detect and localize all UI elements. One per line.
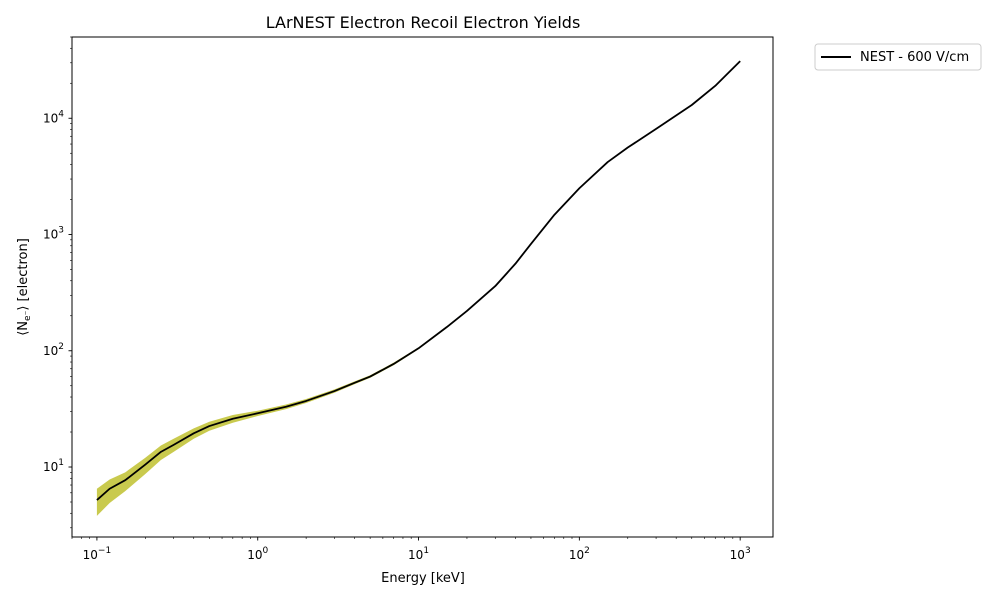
y-tick-label: 103 <box>43 226 64 242</box>
uncertainty-band-series-0 <box>96 60 741 516</box>
chart-title: LArNEST Electron Recoil Electron Yields <box>266 13 581 32</box>
y-tick-label: 104 <box>43 109 64 125</box>
x-tick-label: 101 <box>408 546 429 562</box>
x-axis: 10−1 100 101 102 103 <box>71 537 751 562</box>
y-tick-label: 102 <box>43 342 64 358</box>
y-axis-label-subscript: e⁻ <box>23 310 33 321</box>
x-tick-label: 103 <box>730 546 751 562</box>
x-tick-label: 102 <box>569 546 590 562</box>
x-axis-label: Energy [keV] <box>381 571 465 586</box>
y-tick-label: 101 <box>43 458 64 474</box>
plot-area <box>96 60 741 516</box>
series-line-0 <box>96 60 741 501</box>
y-axis-label-main: ⟨N <box>16 321 31 336</box>
y-axis-label-rest: ⟩ [electron] <box>16 238 31 310</box>
legend-box <box>814 43 982 71</box>
legend: NEST - 600 V/cm <box>814 43 982 71</box>
x-tick-label: 100 <box>247 546 268 562</box>
plot-frame <box>71 36 774 538</box>
y-axis: 101 102 103 104 <box>43 36 72 529</box>
legend-label: NEST - 600 V/cm <box>860 50 969 65</box>
y-axis-label: ⟨Ne⁻⟩ [electron] <box>16 238 33 336</box>
x-tick-label: 10−1 <box>83 546 112 562</box>
